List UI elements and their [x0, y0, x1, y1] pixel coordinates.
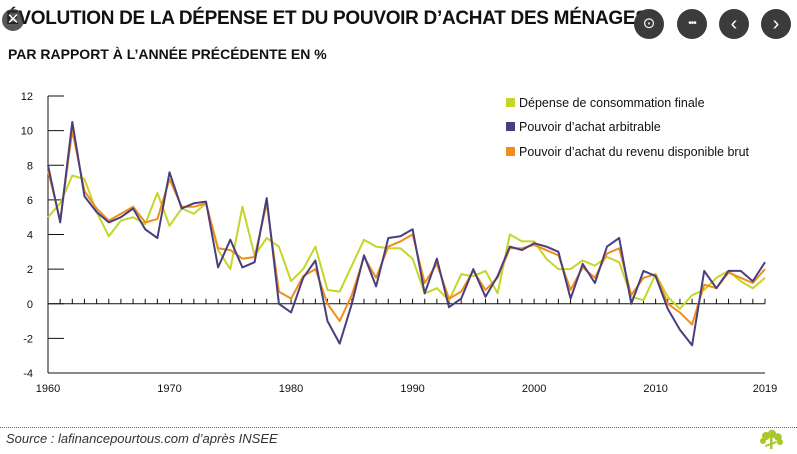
scan-icon[interactable]: ⊙ — [634, 9, 664, 39]
y-tick-label: 2 — [27, 264, 33, 276]
legend-label: Pouvoir d’achat du revenu disponible bru… — [519, 145, 750, 159]
legend-label: Dépense de consommation finale — [519, 96, 705, 110]
y-tick-label: 10 — [21, 126, 33, 138]
y-tick-label: -2 — [23, 333, 33, 345]
legend-swatch — [506, 98, 515, 107]
series-line — [47, 129, 766, 326]
x-tick-label: 2010 — [643, 383, 667, 395]
more-options-icon[interactable]: ••• — [677, 9, 707, 39]
y-tick-label: 4 — [27, 230, 33, 242]
chart-title: ÉVOLUTION DE LA DÉPENSE ET DU POUVOIR D’… — [6, 8, 648, 29]
x-tick-label: 1970 — [157, 383, 181, 395]
previous-icon[interactable]: ‹ — [719, 9, 749, 39]
source-note: Source : lafinancepourtous.com d’après I… — [6, 431, 278, 446]
y-tick-label: 8 — [27, 160, 33, 172]
y-tick-label: 12 — [21, 91, 33, 103]
y-tick-label: 0 — [27, 299, 33, 311]
x-tick-label: 1980 — [279, 383, 303, 395]
next-icon[interactable]: › — [761, 9, 791, 39]
footer-divider — [0, 427, 797, 428]
x-tick-label: 1960 — [36, 383, 60, 395]
series-line — [47, 121, 766, 347]
tree-logo-icon — [760, 429, 783, 449]
legend-swatch — [506, 147, 515, 156]
y-tick-label: 6 — [27, 195, 33, 207]
close-icon[interactable]: ✕ — [2, 9, 24, 31]
x-tick-label: 1990 — [400, 383, 424, 395]
series-line — [47, 174, 766, 310]
legend-label: Pouvoir d’achat arbitrable — [519, 120, 661, 134]
legend-swatch — [506, 122, 515, 131]
y-tick-label: -4 — [23, 368, 33, 380]
chart-subtitle: PAR RAPPORT À L’ANNÉE PRÉCÉDENTE EN % — [8, 46, 327, 62]
x-tick-label: 2019 — [753, 383, 777, 395]
x-tick-label: 2000 — [522, 383, 546, 395]
